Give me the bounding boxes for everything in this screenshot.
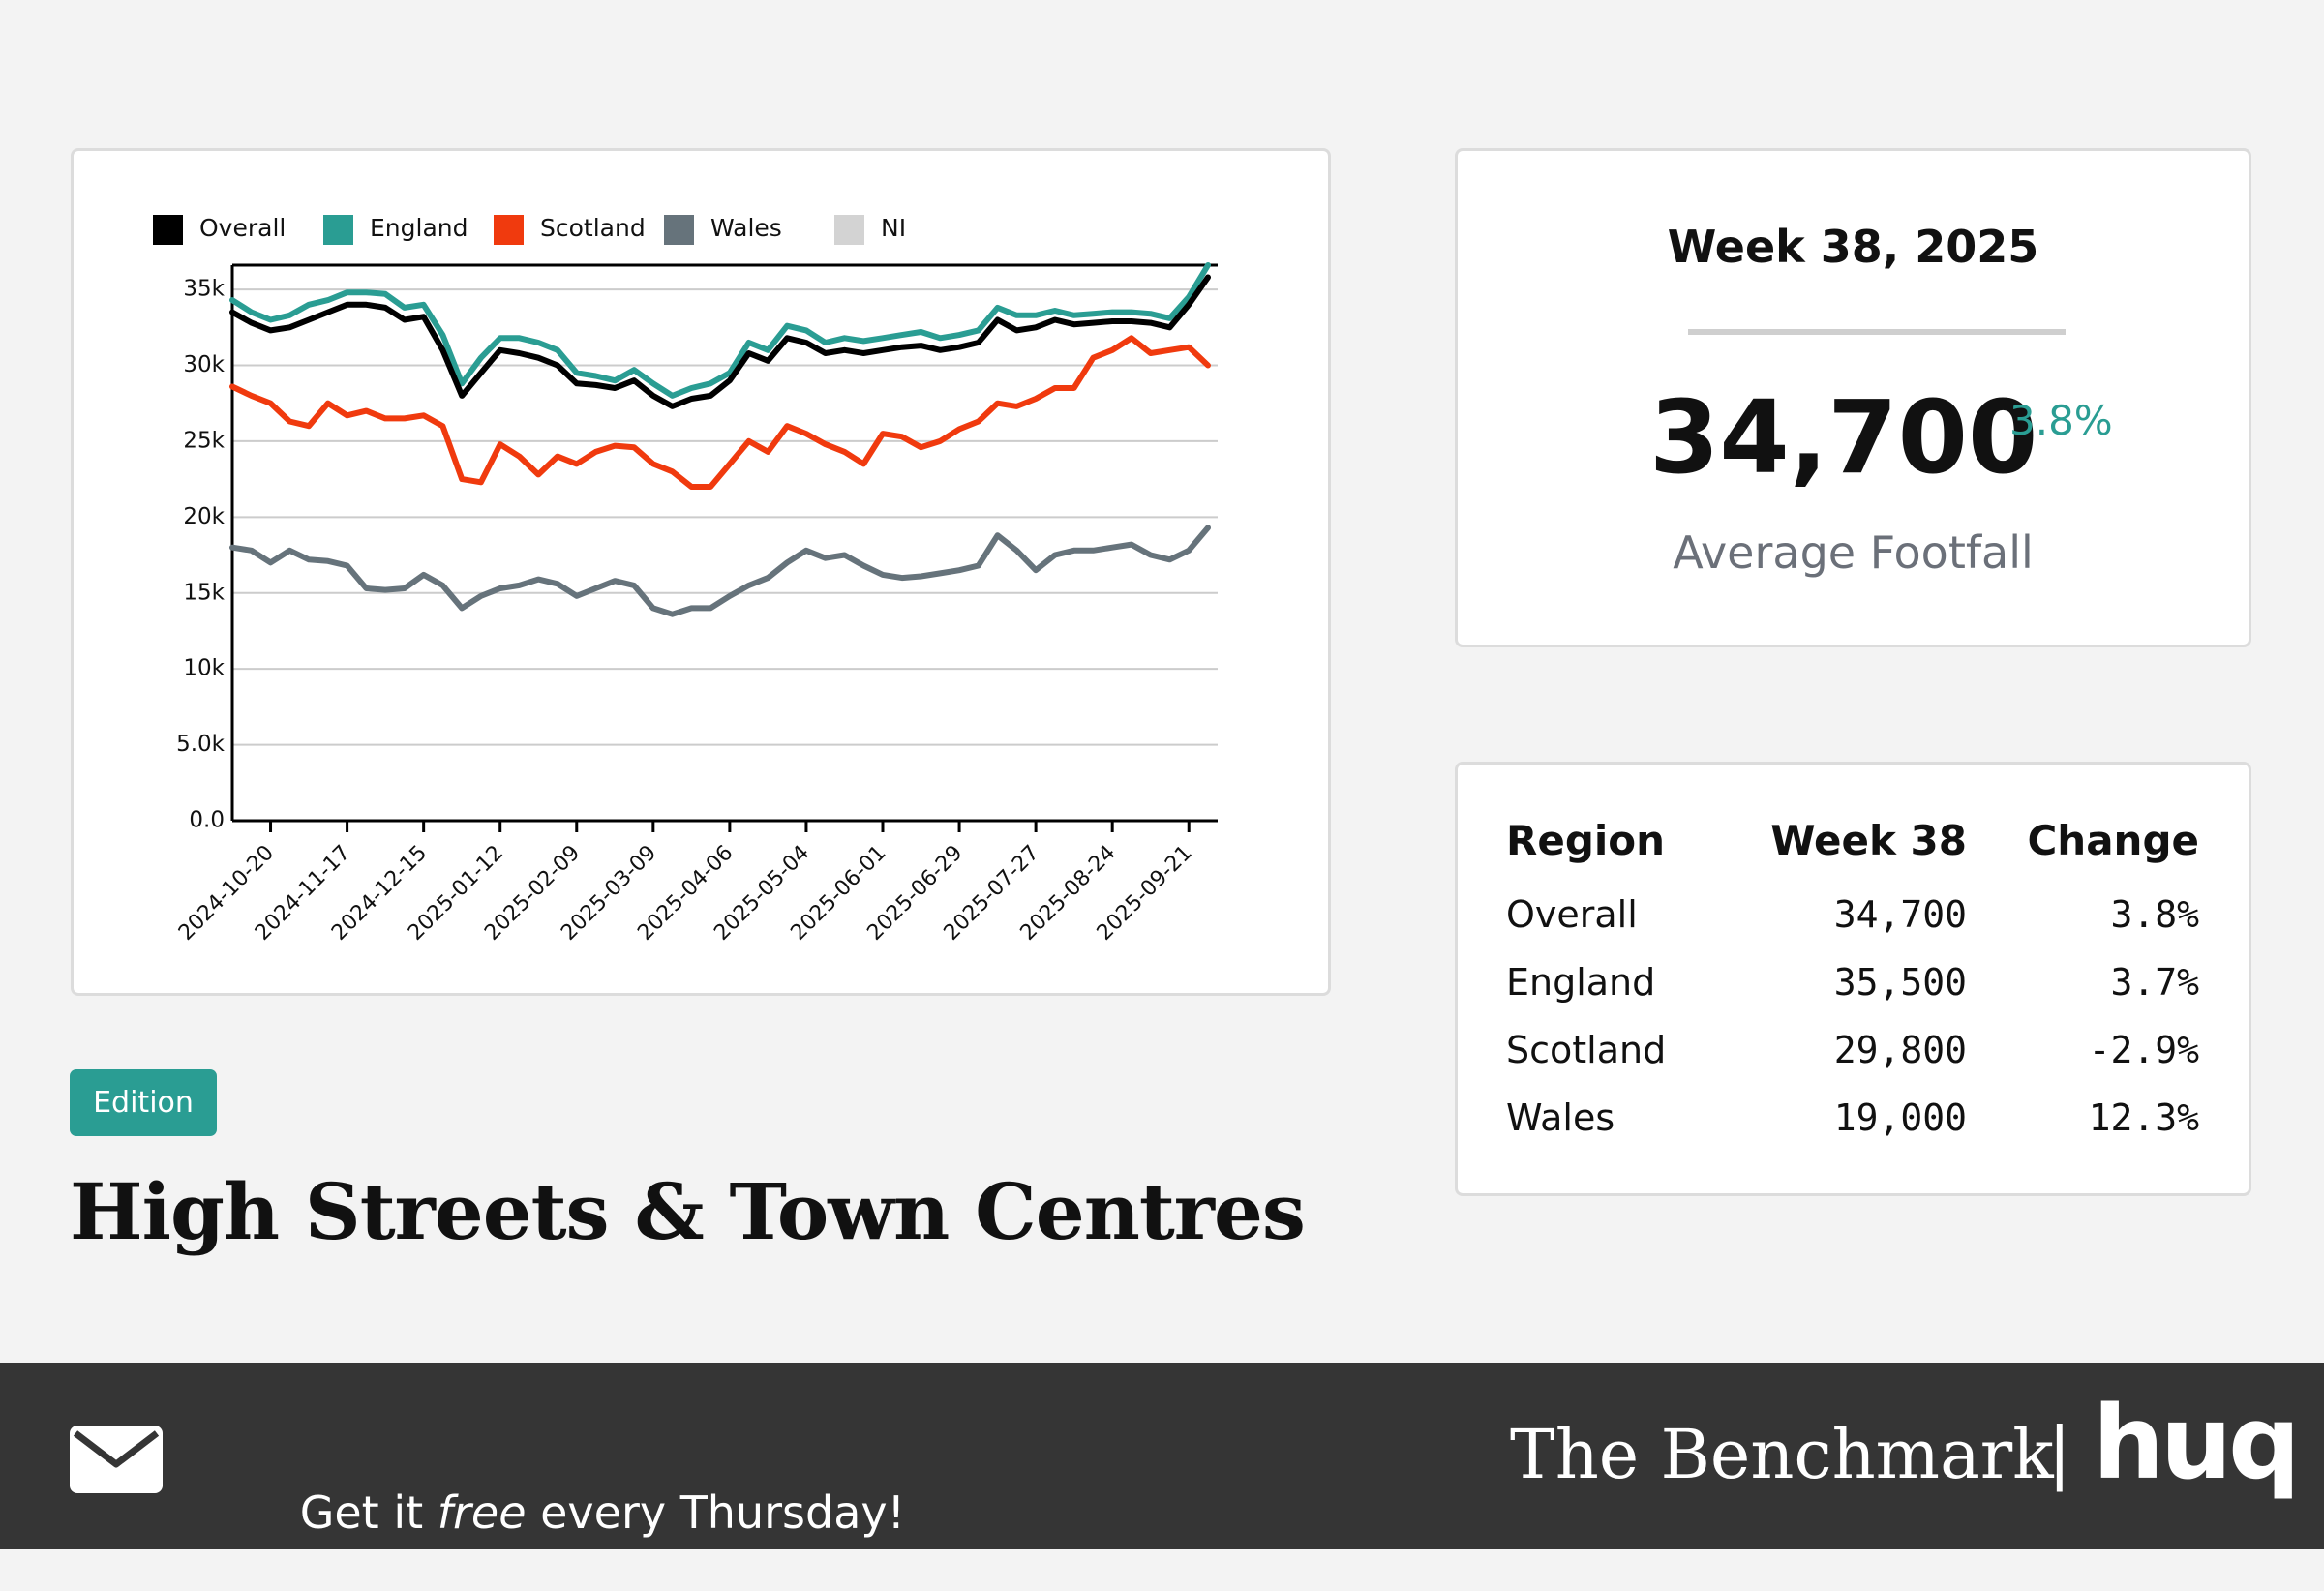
- table-cell: England: [1506, 961, 1656, 1004]
- y-tick-label: 0.0: [189, 808, 225, 833]
- legend-label: Scotland: [540, 214, 646, 242]
- table-cell: 12.3%: [2088, 1096, 2199, 1139]
- brand-separator: |: [2048, 1413, 2071, 1492]
- series-line: [229, 274, 1211, 409]
- edition-badge: Edition: [70, 1069, 217, 1136]
- chart: 0.05.0k10k15k20k25k30k35k2024-10-202024-…: [153, 214, 1218, 946]
- table-cell: Wales: [1506, 1096, 1615, 1139]
- chart-card: 0.0 5.0k 10k 15k 20k 25k 30k 35k 2024-10-20 2024-…: [71, 148, 1331, 996]
- divider: [1688, 329, 2066, 335]
- page: 0.0 5.0k 10k 15k 20k 25k 30k 35k 2024-10-20 2024-…: [0, 148, 2324, 1549]
- summary-card: Week 38, 2025 34,700 3.8% Average Footfa…: [1455, 148, 2251, 647]
- legend-swatch: [153, 215, 183, 245]
- y-tick-label: 5.0k: [176, 732, 226, 757]
- table-cell: Scotland: [1506, 1029, 1667, 1071]
- table-card: Region Week 38 Change Overall 34,700 3.8% Engl…: [1455, 762, 2251, 1196]
- table-cell: 29,800: [1833, 1029, 1967, 1071]
- series-line: [229, 525, 1211, 617]
- table-cell: 3.8%: [2110, 893, 2199, 936]
- legend-swatch: [664, 215, 694, 245]
- cta-text: Get it: [299, 1486, 438, 1539]
- table-cell: 34,700: [1833, 893, 1967, 936]
- y-tick-label: 10k: [183, 656, 225, 681]
- logo: huq: [2093, 1384, 2301, 1502]
- table-cell: 35,500: [1833, 961, 1967, 1004]
- y-tick-label: 15k: [183, 580, 225, 605]
- legend-label: Wales: [710, 214, 782, 242]
- summary-week: Week 38, 2025: [1667, 221, 2039, 273]
- table-cell: Overall: [1506, 893, 1638, 936]
- cta: Get it free every Thursday!: [215, 1434, 905, 1591]
- table-cell: Change: [2027, 817, 2199, 864]
- legend-swatch: [323, 215, 353, 245]
- series-line: [229, 262, 1211, 399]
- legend-label: NI: [881, 214, 906, 242]
- page-title: High Streets & Town Centres: [70, 1166, 1306, 1257]
- legend-swatch: [494, 215, 524, 245]
- footer: Get it free every Thursday! The Benchmar…: [0, 1363, 2324, 1549]
- summary-value: 34,700: [1649, 378, 2038, 496]
- legend-label: England: [370, 214, 468, 242]
- table-cell: Region: [1506, 817, 1666, 864]
- mail-icon: [70, 1426, 163, 1493]
- series-line: [229, 335, 1211, 490]
- y-tick-label: 30k: [183, 352, 225, 377]
- legend-label: Overall: [199, 214, 286, 242]
- summary-label: Average Footfall: [1673, 526, 2034, 579]
- legend-swatch: [834, 215, 864, 245]
- y-tick-label: 25k: [183, 428, 225, 453]
- cta-emphasis: free: [437, 1486, 527, 1539]
- table-cell: -2.9%: [2088, 1029, 2199, 1071]
- summary-change: 3.8%: [2009, 397, 2113, 444]
- table-cell: Week 38: [1770, 817, 1967, 864]
- y-tick-label: 35k: [183, 277, 225, 302]
- table-cell: 3.7%: [2110, 961, 2199, 1004]
- y-tick-label: 20k: [183, 504, 225, 529]
- brand: The Benchmark: [1510, 1415, 2054, 1494]
- table-cell: 19,000: [1833, 1096, 1967, 1139]
- cta-text: every Thursday!: [526, 1486, 906, 1539]
